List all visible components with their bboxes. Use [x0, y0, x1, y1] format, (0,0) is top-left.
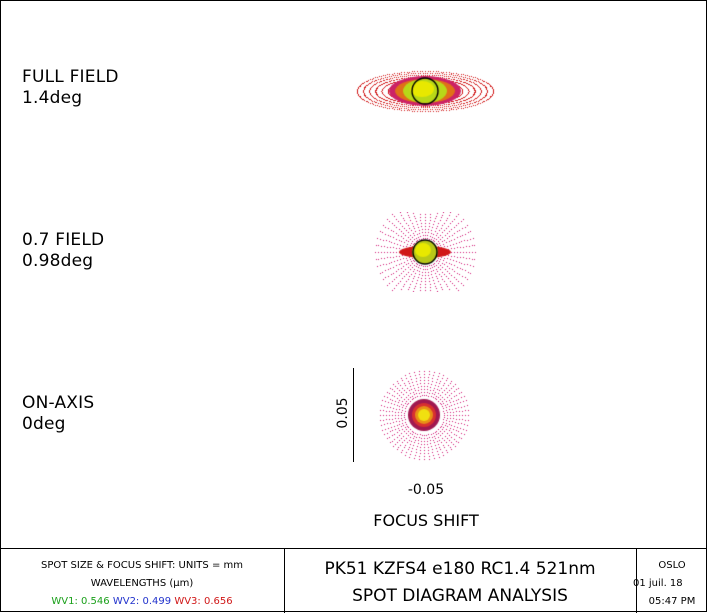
spot-diagram-on-axis	[374, 365, 474, 465]
wv1-label: WV1:	[51, 596, 78, 607]
time: 05:47 PM	[648, 596, 696, 607]
title-block: SPOT SIZE & FOCUS SHIFT: UNITS = mm WAVE…	[0, 548, 707, 613]
field-name: FULL FIELD	[22, 67, 119, 87]
wavelengths-heading: WAVELENGTHS (µm)	[90, 578, 194, 589]
wv2-value: 0.499	[142, 596, 172, 607]
units-line: SPOT SIZE & FOCUS SHIFT: UNITS = mm	[41, 560, 243, 571]
spot-diagram-full-field	[350, 51, 500, 131]
program-cell: OSLO 01 juil. 18 05:47 PM	[633, 549, 707, 613]
scale-bar	[353, 368, 354, 462]
scale-label: 0.05	[335, 397, 351, 429]
wv3-label: WV3:	[174, 596, 201, 607]
field-angle: 0deg	[22, 414, 66, 434]
analysis-title: SPOT DIAGRAM ANALYSIS	[352, 586, 568, 606]
field-label-full: FULL FIELD 1.4deg	[22, 67, 119, 109]
date: 01 juil. 18	[633, 578, 683, 589]
focus-shift-value: -0.05	[407, 482, 445, 498]
wv2-label: WV2:	[112, 596, 140, 607]
field-angle: 0.98deg	[22, 251, 94, 271]
field-label-on-axis: ON-AXIS 0deg	[22, 393, 94, 435]
title-cell: PK51 KZFS4 e180 RC1.4 521nm SPOT DIAGRAM…	[284, 549, 637, 613]
lens-title: PK51 KZFS4 e180 RC1.4 521nm	[324, 559, 596, 579]
spot-diagram-0.7-field	[365, 212, 485, 292]
program-name: OSLO	[658, 560, 686, 571]
wv1-value: 0.546	[81, 596, 110, 607]
wv3-value: 0.656	[203, 596, 233, 607]
field-label-0.7: 0.7 FIELD 0.98deg	[22, 230, 104, 272]
wavelength-list: WV1: 0.546 WV2: 0.499 WV3: 0.656	[0, 593, 284, 611]
field-angle: 1.4deg	[22, 88, 83, 108]
field-name: ON-AXIS	[22, 393, 95, 413]
focus-shift-label: FOCUS SHIFT	[373, 511, 479, 530]
field-name: 0.7 FIELD	[22, 230, 105, 250]
units-cell: SPOT SIZE & FOCUS SHIFT: UNITS = mm WAVE…	[0, 549, 285, 613]
